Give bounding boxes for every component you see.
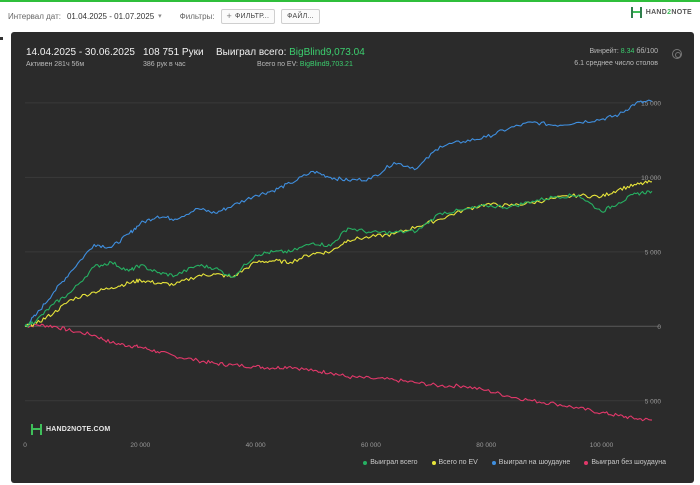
- hands-count: 108 751 Руки: [143, 47, 204, 58]
- filters-label: Фильтры:: [179, 11, 215, 21]
- toolbar: Интервал дат: 01.04.2025 - 01.07.2025 ▾ …: [0, 2, 700, 30]
- file-button[interactable]: ФАЙЛ...: [281, 8, 320, 24]
- ev-total: Всего по EV: BigBlind9,703.21: [257, 61, 353, 68]
- y-tick-label: 5 000: [645, 398, 662, 405]
- legend-item[interactable]: Всего по EV: [431, 459, 478, 466]
- watermark-logo-icon: [31, 424, 42, 435]
- won-label: Выиграл всего:: [216, 47, 287, 58]
- x-tick-label: 60 000: [361, 442, 381, 449]
- x-tick-label: 20 000: [130, 442, 150, 449]
- legend-label: Выиграл всего: [370, 459, 418, 466]
- date-range: 14.04.2025 - 30.06.2025: [26, 47, 135, 58]
- side-marker: [0, 37, 3, 40]
- legend-swatch: [431, 460, 436, 465]
- x-tick-label: 80 000: [476, 442, 496, 449]
- chart-legend: Выиграл всего Всего по EV Выиграл на шоуда…: [349, 459, 666, 466]
- logo-text-two: 2: [667, 9, 672, 16]
- graph-panel: 14.04.2025 - 30.06.2025 Активен 281ч 56м…: [11, 32, 694, 483]
- filter-button[interactable]: + ФИЛЬТР...: [220, 8, 276, 24]
- x-tick-label: 100 000: [590, 442, 614, 449]
- logo-icon: [630, 7, 642, 18]
- logo-text-right: NOTE: [671, 9, 692, 16]
- gear-icon[interactable]: [672, 49, 682, 59]
- watermark: HAND2NOTE.COM: [31, 424, 110, 435]
- series-line: [24, 190, 653, 328]
- x-tick-label: 40 000: [246, 442, 266, 449]
- y-tick-label: 10 000: [641, 175, 661, 182]
- interval-value[interactable]: 01.04.2025 - 01.07.2025: [66, 11, 155, 21]
- series-line: [24, 180, 652, 327]
- legend-item[interactable]: Выиграл без шоудауна: [584, 459, 666, 466]
- legend-swatch: [491, 460, 496, 465]
- filter-button-label: ФИЛЬТР...: [235, 12, 270, 20]
- legend-item[interactable]: Выиграл на шоудауне: [491, 459, 571, 466]
- logo-text-left: HAND: [645, 9, 668, 16]
- winrate: Винрейт: 8.34 бб/100: [590, 48, 658, 55]
- legend-swatch: [363, 460, 368, 465]
- legend-swatch: [584, 460, 589, 465]
- won-total: Выиграл всего: BigBlind9,073.04: [216, 47, 365, 58]
- ev-label: Всего по EV:: [257, 61, 298, 68]
- legend-label: Выиграл без шоудауна: [591, 459, 666, 466]
- watermark-text: HAND2NOTE.COM: [46, 426, 111, 433]
- ev-value: BigBlind9,703.21: [299, 61, 353, 68]
- file-button-label: ФАЙЛ...: [287, 12, 314, 20]
- winrate-suffix: бб/100: [636, 48, 658, 55]
- hands-rate: 386 рук в час: [143, 61, 186, 68]
- plus-icon: +: [226, 11, 232, 21]
- winrate-value: 8.34: [620, 48, 635, 55]
- app-logo: HAND 2 NOTE: [630, 7, 692, 18]
- legend-label: Выиграл на шоудауне: [498, 459, 571, 466]
- y-tick-label: 0: [657, 324, 661, 331]
- winrate-label: Винрейт:: [589, 48, 619, 55]
- avg-tables: 6.1 среднее число столов: [574, 60, 658, 67]
- series-line: [24, 99, 653, 327]
- series-line: [24, 323, 653, 422]
- legend-label: Всего по EV: [438, 459, 478, 466]
- y-tick-label: 15 000: [641, 100, 661, 107]
- top-accent-line: [0, 0, 700, 2]
- chevron-down-icon[interactable]: ▾: [158, 13, 162, 20]
- x-tick-label: 0: [23, 442, 27, 449]
- profit-graph: 5 000 0 5 000 10 000 15 000 0 20 000 40 000 60 0…: [23, 99, 662, 449]
- interval-label: Интервал дат:: [8, 11, 61, 21]
- active-time: Активен 281ч 56м: [26, 61, 85, 68]
- y-tick-label: 5 000: [645, 249, 662, 256]
- legend-item[interactable]: Выиграл всего: [363, 459, 418, 466]
- won-value: BigBlind9,073.04: [289, 47, 365, 58]
